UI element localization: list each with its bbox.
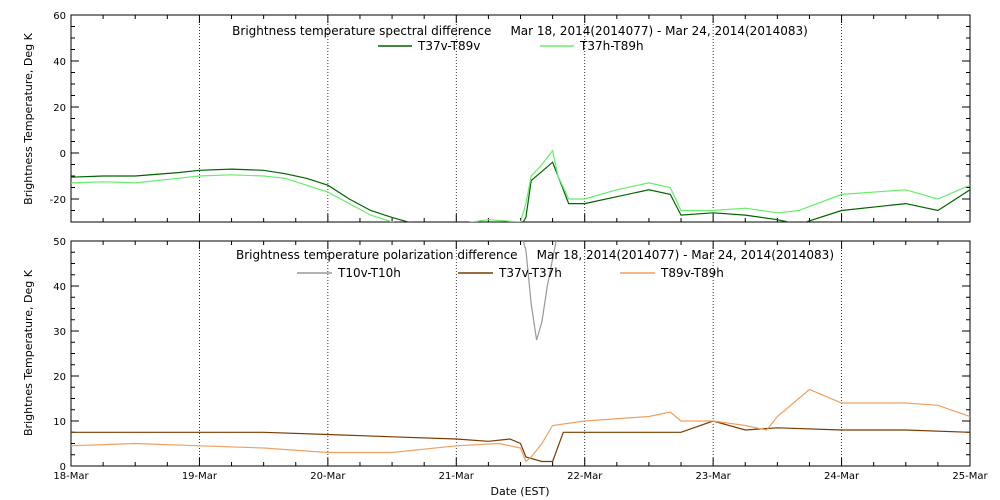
- spectral-difference-panel: -20 0 20 40 60 Brightness temperature spectr…: [22, 11, 971, 223]
- legend-label: T89v-T89h: [660, 266, 724, 280]
- spectral-legend: T37v-T89v T37h-T89h: [378, 39, 644, 53]
- polarization-y-axis-title: Brightnes Temperature, Deg K: [22, 269, 35, 436]
- y-tick-label: 60: [53, 11, 66, 22]
- polarization-ticks: 18-Mar 19-Mar 20-Mar 21-Mar 22-Mar 23-Mar 24-M…: [53, 237, 988, 482]
- series-line-t37v-t37h: [71, 420, 970, 463]
- x-axis-title: Date (EST): [490, 485, 549, 498]
- series-line-t10v-t10h: [522, 241, 557, 341]
- spectral-chart-title: Brightness temperature spectral differen…: [232, 24, 808, 38]
- spectral-plot-frame: [70, 14, 971, 223]
- x-tick-label: 19-Mar: [182, 471, 218, 482]
- spectral-y-axis-title: Brightness Temperature, Deg K: [22, 32, 35, 204]
- legend-label: T37v-T37h: [498, 266, 562, 280]
- polarization-difference-panel: 18-Mar 19-Mar 20-Mar 21-Mar 22-Mar 23-Mar 24-M…: [22, 237, 988, 498]
- spectral-grid: [199, 15, 842, 222]
- polarization-chart-title: Brightness temperature polarization diff…: [236, 248, 834, 262]
- spectral-ticks: -20 0 20 40 60: [50, 11, 971, 223]
- y-tick-label: 10: [53, 417, 66, 428]
- y-tick-label: 0: [60, 462, 66, 473]
- x-tick-label: 21-Mar: [439, 471, 475, 482]
- y-tick-label: 50: [53, 237, 66, 248]
- x-tick-label: 18-Mar: [53, 471, 89, 482]
- spectral-series: [71, 149, 970, 222]
- legend-label: T37h-T89h: [579, 39, 644, 53]
- x-tick-label: 22-Mar: [567, 471, 603, 482]
- y-tick-label: 0: [60, 149, 66, 160]
- legend-label: T37v-T89v: [417, 39, 480, 53]
- series-line-t37h-t89h: [71, 149, 970, 222]
- x-tick-label: 25-Mar: [952, 471, 988, 482]
- y-tick-label: 30: [53, 327, 66, 338]
- polarization-legend: T10v-T10h T37v-T37h T89v-T89h: [297, 266, 724, 280]
- series-line-t37v-t89v: [71, 161, 970, 222]
- x-tick-label: 23-Mar: [696, 471, 732, 482]
- y-tick-label: 40: [53, 282, 66, 293]
- y-tick-label: -20: [50, 195, 66, 206]
- legend-label: T10v-T10h: [337, 266, 401, 280]
- x-tick-label: 20-Mar: [310, 471, 346, 482]
- y-tick-label: 20: [53, 103, 66, 114]
- y-tick-label: 40: [53, 57, 66, 68]
- series-line-t89v-t89h: [71, 388, 970, 463]
- polarization-series: [71, 241, 970, 463]
- y-tick-label: 20: [53, 372, 66, 383]
- x-tick-label: 24-Mar: [824, 471, 860, 482]
